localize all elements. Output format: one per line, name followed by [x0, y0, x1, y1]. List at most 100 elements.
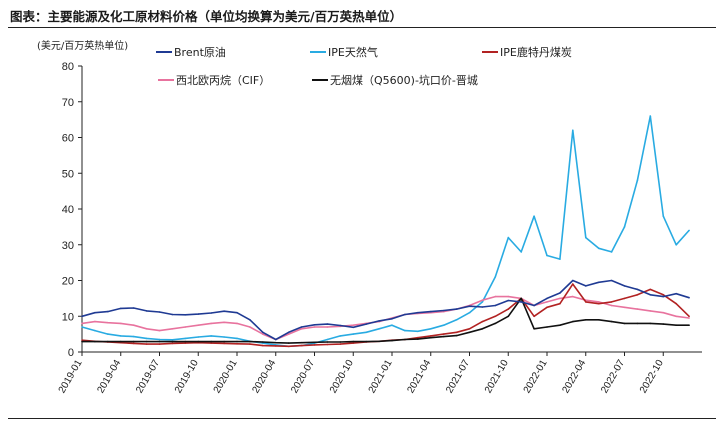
data-point: [610, 304, 613, 307]
data-point: [417, 330, 419, 333]
data-point: [546, 326, 548, 328]
data-point: [352, 333, 355, 335]
data-point: [81, 339, 83, 342]
data-point: [675, 324, 677, 327]
x-tick-label: 2021-07: [444, 358, 472, 396]
data-point: [430, 328, 432, 330]
data-point: [455, 334, 458, 337]
data-point: [378, 320, 380, 322]
data-point: [81, 326, 83, 328]
data-point: [494, 315, 497, 318]
data-point: [313, 341, 316, 344]
data-point: [597, 281, 600, 284]
data-point: [326, 341, 329, 343]
data-point: [236, 343, 238, 345]
data-point: [275, 341, 277, 344]
data-point: [520, 251, 522, 253]
data-point: [132, 340, 135, 343]
data-point: [662, 294, 665, 296]
data-point: [533, 215, 535, 217]
y-tick-label: 10: [62, 311, 74, 323]
legend-label: 西北欧丙烷（CIF）: [176, 73, 270, 87]
data-point: [623, 226, 626, 228]
data-point: [145, 310, 148, 312]
data-point: [468, 328, 471, 330]
data-point: [223, 321, 225, 324]
y-tick-label: 30: [62, 240, 74, 252]
data-point: [145, 337, 148, 340]
data-point: [81, 322, 83, 325]
data-point: [559, 292, 561, 294]
data-point: [417, 311, 419, 314]
data-point: [688, 324, 690, 327]
data-point: [120, 340, 122, 343]
data-point: [572, 283, 574, 285]
data-point: [236, 340, 238, 343]
series-line-0: [81, 279, 690, 341]
data-point: [365, 323, 368, 325]
x-tick-label: 2022-04: [560, 358, 588, 396]
data-point: [662, 323, 665, 325]
data-point: [391, 324, 393, 327]
data-point: [158, 329, 161, 332]
x-tick-label: 2020-10: [328, 358, 356, 396]
data-point: [675, 244, 677, 246]
data-point: [184, 314, 187, 316]
data-point: [171, 339, 174, 341]
data-point: [223, 340, 225, 343]
data-point: [468, 331, 471, 334]
data-point: [171, 328, 174, 330]
data-point: [107, 310, 109, 313]
data-point: [572, 129, 574, 132]
data-point: [610, 301, 613, 303]
data-point: [455, 308, 458, 310]
data-point: [417, 338, 419, 340]
data-point: [597, 301, 600, 303]
data-point: [442, 333, 445, 335]
data-point: [132, 307, 135, 309]
data-point: [262, 344, 264, 347]
data-point: [120, 335, 122, 337]
data-point: [610, 251, 613, 253]
data-point: [533, 328, 535, 330]
data-point: [636, 179, 639, 182]
data-point: [249, 319, 251, 321]
data-point: [262, 341, 264, 343]
data-point: [326, 323, 329, 325]
data-point: [649, 294, 652, 296]
data-point: [636, 294, 639, 296]
data-point: [326, 338, 329, 341]
y-tick-label: 40: [62, 204, 74, 216]
data-point: [455, 319, 458, 321]
data-point: [559, 297, 561, 300]
data-point: [184, 326, 187, 328]
axes: 0 10 20 30 40 50 60 70 80 2019-01 2019-04 2019-07 20…: [57, 61, 702, 395]
data-point: [184, 342, 187, 344]
data-point: [223, 336, 225, 338]
data-point: [572, 279, 574, 282]
data-point: [636, 288, 639, 291]
data-point: [520, 301, 522, 303]
data-point: [171, 340, 174, 343]
x-tick-label: 2021-04: [405, 358, 433, 396]
data-point: [287, 342, 290, 344]
data-point: [107, 340, 109, 343]
data-point: [365, 331, 368, 334]
data-point: [430, 310, 432, 313]
data-point: [313, 344, 316, 346]
data-point: [158, 343, 161, 345]
data-point: [468, 311, 471, 314]
data-point: [675, 302, 677, 305]
chart-title: 图表：主要能源及化工原材料价格（单位均换算为美元/百万英热单位）: [10, 9, 403, 24]
data-point: [352, 324, 355, 327]
data-point: [533, 304, 535, 307]
data-point: [688, 229, 690, 232]
data-point: [300, 341, 303, 344]
data-point: [559, 302, 561, 305]
data-point: [597, 247, 600, 250]
data-point: [494, 304, 497, 307]
x-tick-label: 2022-01: [522, 358, 550, 396]
x-tick-label: 2021-10: [483, 358, 511, 396]
series-layer: [81, 115, 690, 348]
